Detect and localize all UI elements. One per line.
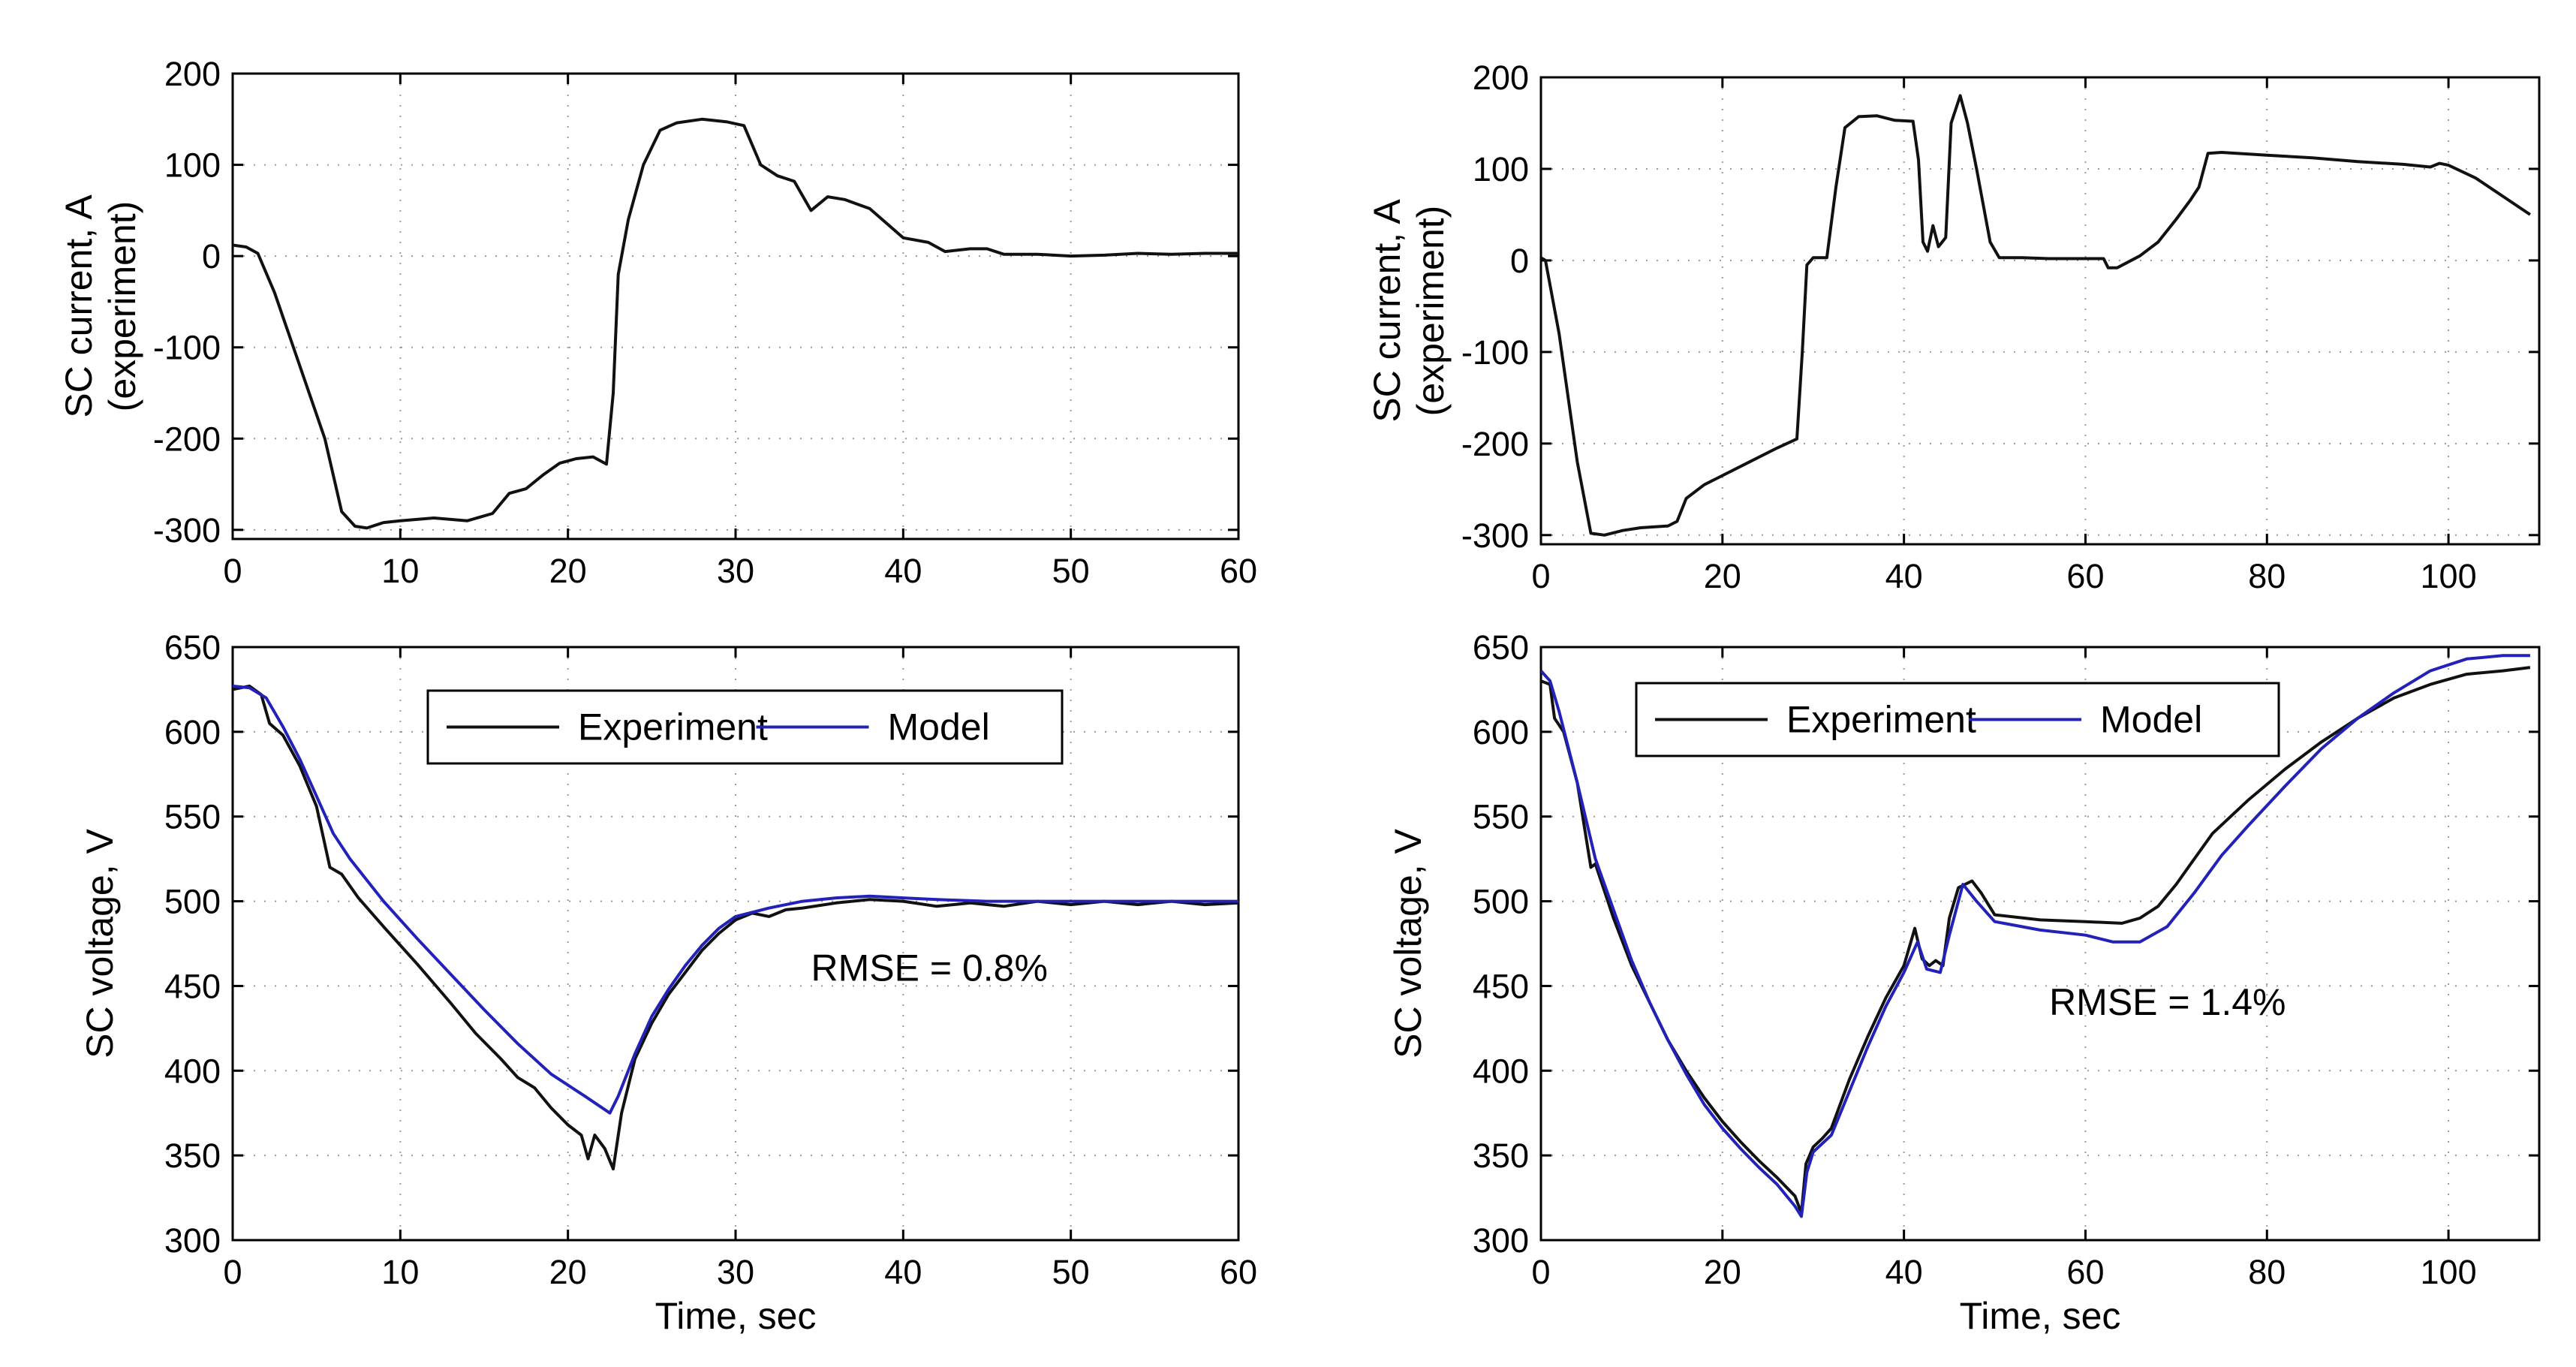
y-tick-label: 600 (164, 713, 221, 751)
x-tick-label: 60 (1220, 1253, 1257, 1291)
legend: Experiment Model (1635, 682, 2280, 757)
x-tick-label: 50 (1052, 552, 1090, 590)
y-tick-label: 450 (164, 967, 221, 1005)
x-tick-label: 40 (884, 1253, 922, 1291)
x-tick-label: 40 (884, 552, 922, 590)
y-tick-label: 300 (1473, 1221, 1529, 1260)
y-tick-label: 350 (1473, 1137, 1529, 1175)
y-tick-label: 400 (1473, 1052, 1529, 1090)
x-tick-label: 40 (1885, 1253, 1923, 1291)
y-tick-label: 300 (164, 1221, 221, 1260)
x-axis-label: Time, sec (1960, 1295, 2121, 1337)
x-tick-label: 30 (717, 1253, 754, 1291)
y-tick-label: 400 (164, 1052, 221, 1090)
y-axis-label: (experiment) (1410, 206, 1452, 417)
x-tick-label: 10 (381, 1253, 419, 1291)
x-tick-label: 100 (2421, 557, 2477, 595)
y-tick-label: 450 (1473, 967, 1529, 1005)
rmse-annotation: RMSE = 1.4% (2049, 981, 2286, 1023)
legend-label-model: Model (888, 706, 990, 748)
y-tick-label: 200 (1473, 59, 1529, 97)
y-tick-label: -300 (153, 511, 221, 550)
y-tick-label: 500 (164, 883, 221, 921)
x-tick-label: 20 (549, 552, 587, 590)
chart-bottom-left: 0 10 20 30 40 50 60 300 350 400 450 500 550 600 650 SC … (79, 628, 1257, 1337)
y-axis-label: SC voltage, V (1387, 828, 1429, 1058)
y-tick-label: -200 (153, 420, 221, 458)
y-tick-label: -300 (1461, 516, 1529, 555)
y-tick-label: 0 (202, 237, 221, 276)
series-line-experiment (233, 117, 1238, 530)
x-tick-label: 80 (2248, 557, 2286, 595)
y-tick-label: -200 (1461, 425, 1529, 463)
axes-frame (1539, 76, 2541, 546)
x-tick-label: 60 (1220, 552, 1257, 590)
series-line-experiment (1541, 94, 2532, 537)
y-axis-label: SC current, A (58, 194, 100, 418)
x-tick-label: 0 (223, 1253, 242, 1291)
y-axis-label: (experiment) (101, 201, 143, 412)
y-tick-label: 600 (1473, 713, 1529, 751)
y-tick-label: 100 (1473, 150, 1529, 188)
y-tick-label: 550 (164, 798, 221, 836)
y-tick-label: 0 (1510, 242, 1529, 280)
x-axis-label: Time, sec (655, 1295, 817, 1337)
series-line-model (233, 684, 1238, 1115)
y-tick-label: -100 (1461, 333, 1529, 372)
x-tick-label: 40 (1885, 557, 1923, 595)
chart-top-right: 0 20 40 60 80 100 -300 -200 -100 0 100 200 SC curren… (1366, 59, 2541, 595)
rmse-annotation: RMSE = 0.8% (811, 947, 1048, 989)
legend: Experiment Model (426, 689, 1064, 765)
x-tick-label: 20 (549, 1253, 587, 1291)
x-tick-label: 60 (2066, 1253, 2104, 1291)
x-tick-label: 30 (717, 552, 754, 590)
x-tick-label: 0 (223, 552, 242, 590)
y-tick-label: -100 (153, 329, 221, 367)
x-tick-label: 0 (1531, 1253, 1550, 1291)
y-axis-label: SC voltage, V (79, 828, 121, 1058)
x-tick-label: 50 (1052, 1253, 1090, 1291)
axes-frame (1539, 646, 2541, 1242)
legend-label-experiment: Experiment (578, 706, 768, 748)
y-tick-label: 100 (164, 146, 221, 185)
x-tick-label: 100 (2421, 1253, 2477, 1291)
y-tick-label: 650 (164, 628, 221, 667)
x-tick-label: 60 (2066, 557, 2104, 595)
x-tick-label: 20 (1704, 1253, 1741, 1291)
x-tick-label: 80 (2248, 1253, 2286, 1291)
chart-top-left: 0 10 20 30 40 50 60 -300 -200 -100 0 100 200 SC curre… (58, 55, 1257, 590)
y-tick-label: 650 (1473, 628, 1529, 667)
legend-label-experiment: Experiment (1786, 699, 1976, 741)
y-axis-label: SC current, A (1366, 199, 1408, 423)
y-tick-label: 350 (164, 1137, 221, 1175)
x-tick-label: 0 (1531, 557, 1550, 595)
x-tick-label: 10 (381, 552, 419, 590)
y-tick-label: 500 (1473, 883, 1529, 921)
y-tick-label: 200 (164, 55, 221, 93)
y-tick-label: 550 (1473, 798, 1529, 836)
legend-label-model: Model (2100, 699, 2202, 741)
series-line-model (1541, 654, 2530, 1218)
chart-bottom-right: 0 20 40 60 80 100 300 350 400 450 500 550 600 650 SC v… (1387, 628, 2541, 1337)
series-line-experiment (233, 684, 1238, 1171)
x-tick-label: 20 (1704, 557, 1741, 595)
